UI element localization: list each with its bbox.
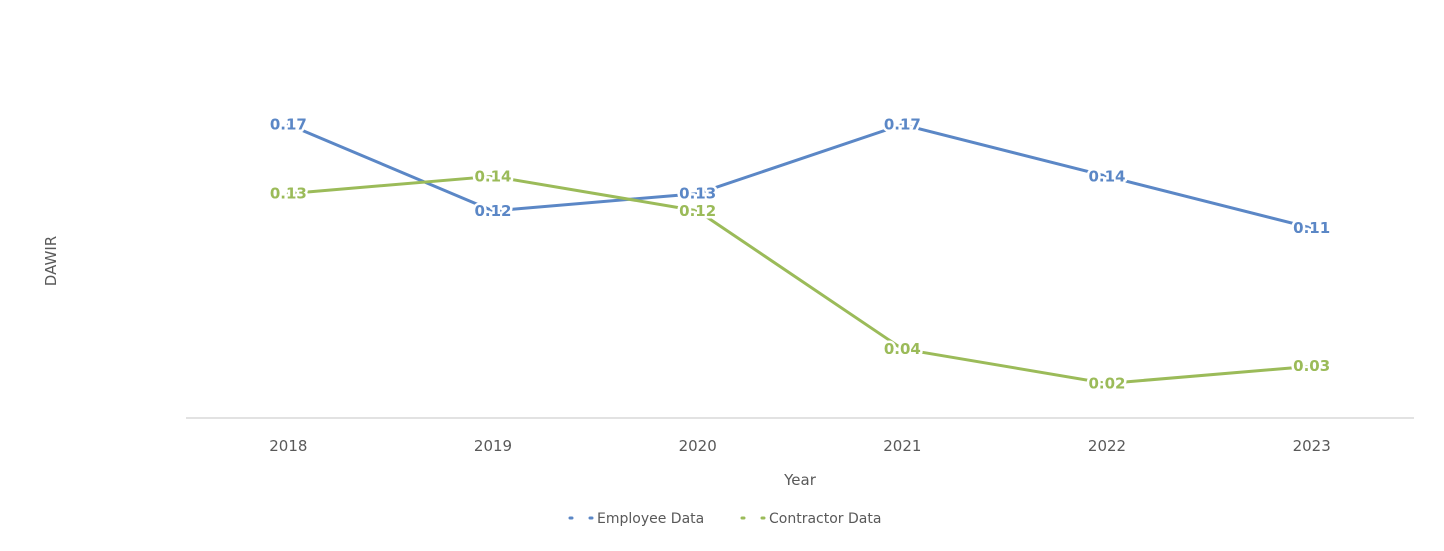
series-line-1	[286, 174, 1314, 385]
x-tick-label: 2021	[883, 437, 921, 455]
data-label: 0.04	[884, 340, 921, 358]
data-label: 0.11	[1293, 219, 1330, 237]
data-label: 0.12	[474, 202, 511, 220]
data-label: 0.13	[679, 185, 716, 203]
legend-item: Employee Data	[568, 511, 704, 527]
data-label: 0.03	[1293, 357, 1330, 375]
y-axis-title: DAWIR	[42, 236, 60, 286]
legend-label: Employee Data	[597, 511, 704, 527]
data-label: 0.17	[270, 116, 307, 134]
legend-label: Contractor Data	[769, 511, 881, 527]
x-tick-label: 2020	[679, 437, 717, 455]
data-label: 0.17	[884, 116, 921, 134]
legend-item: Contractor Data	[740, 511, 881, 527]
x-tick-label: 2023	[1293, 437, 1331, 455]
legend: Employee Data Contractor Data	[568, 511, 881, 527]
x-tick-label: 2018	[269, 437, 307, 455]
series-layer	[286, 123, 1314, 385]
series-line-0	[286, 123, 1314, 230]
data-label-layer: 0.170.120.130.170.140.110.130.140.120.04…	[267, 113, 1332, 395]
data-label: 0.02	[1088, 374, 1125, 392]
x-tick-label: 2019	[474, 437, 512, 455]
data-label: 0.13	[270, 185, 307, 203]
x-tick-label: 2022	[1088, 437, 1126, 455]
data-label: 0.12	[679, 202, 716, 220]
x-axis-title: Year	[783, 471, 817, 489]
x-tick-layer: 2018 2019 2020 2021 2022 2023	[269, 437, 1331, 455]
data-label: 0.14	[474, 167, 511, 185]
data-label: 0.14	[1088, 167, 1125, 185]
